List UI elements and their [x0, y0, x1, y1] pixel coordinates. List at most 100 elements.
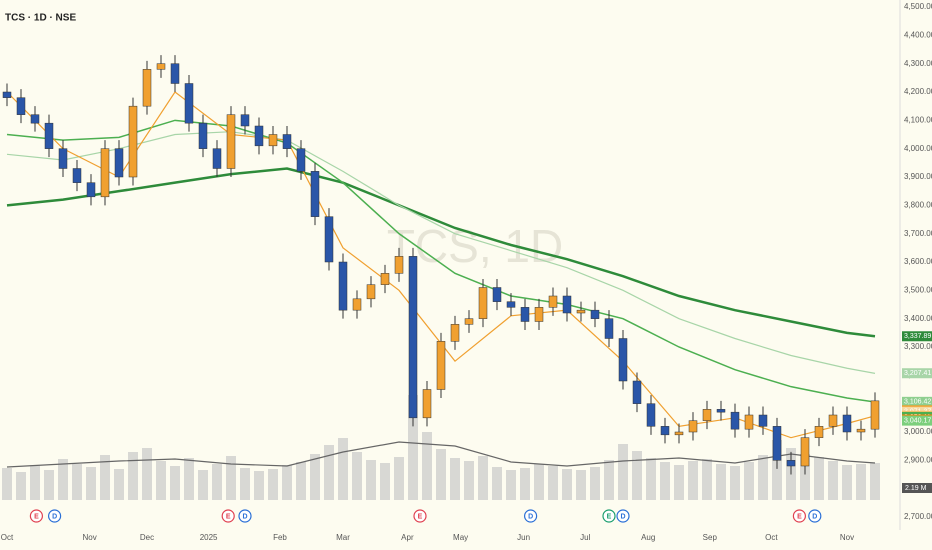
volume-bar: [436, 449, 446, 500]
y-tick-label: 4,500.00: [904, 2, 932, 11]
volume-bar: [338, 438, 348, 500]
candle-body: [184, 83, 194, 124]
price-label: 3,207.41: [904, 370, 931, 377]
x-tick-label: Apr: [401, 533, 414, 542]
candle-body: [58, 148, 68, 169]
y-tick-label: 3,600.00: [904, 257, 932, 266]
volume-bar: [142, 448, 152, 500]
event-marker: [47, 509, 62, 523]
volume-bar: [450, 458, 460, 500]
candle-body: [730, 411, 740, 430]
volume-bar: [618, 444, 628, 500]
event-label: D: [620, 513, 625, 520]
candle-body: [758, 414, 768, 427]
candle-body: [72, 168, 82, 183]
candle-body: [408, 256, 418, 419]
volume-bar: [562, 469, 572, 500]
x-tick-label: May: [453, 533, 468, 542]
volume-bar: [772, 440, 782, 500]
candle-body: [30, 114, 40, 124]
volume-bar: [716, 464, 726, 500]
volume-bar: [800, 454, 810, 500]
candle-body: [814, 426, 824, 438]
candle-body: [156, 63, 166, 70]
y-tick-label: 3,000.00: [904, 427, 932, 436]
volume-bar: [646, 458, 656, 500]
event-marker: [792, 509, 807, 523]
y-tick-label: 2,700.00: [904, 512, 932, 521]
event-marker: [238, 509, 252, 523]
price-label-box: [902, 415, 932, 426]
volume-bar: [212, 464, 222, 500]
volume-bar: [282, 465, 292, 500]
volume-bar: [548, 466, 558, 500]
price-label: 3,106.42: [904, 399, 931, 406]
candle-body: [296, 148, 306, 172]
candle-body: [464, 318, 474, 325]
volume-bar: [156, 461, 166, 500]
candle-body: [576, 309, 586, 314]
volume-bar: [492, 467, 502, 500]
candle-body: [674, 431, 684, 436]
candle-body: [16, 97, 26, 115]
volume-bar: [520, 468, 530, 500]
candle-body: [842, 414, 852, 433]
volume-bar: [870, 463, 880, 500]
volume-bar: [16, 472, 26, 500]
volume-bar: [814, 457, 824, 500]
event-label: E: [797, 513, 802, 520]
candle-body: [786, 460, 796, 467]
event-marker: [29, 509, 44, 523]
volume-bar: [506, 470, 516, 500]
candle-body: [352, 298, 362, 311]
volume-label: 2.19 M: [905, 485, 927, 492]
candle-body: [86, 182, 96, 198]
y-tick-label: 4,000.00: [904, 144, 932, 153]
candle-body: [604, 318, 614, 339]
candle-body: [212, 148, 222, 169]
candle-body: [828, 414, 838, 427]
event-label: E: [226, 513, 231, 520]
candle-body: [450, 324, 460, 342]
y-tick-label: 4,300.00: [904, 59, 932, 68]
event-marker: [523, 509, 538, 523]
x-tick-label: Feb: [273, 533, 287, 542]
volume-bar: [324, 445, 334, 500]
candle-body: [856, 428, 866, 433]
volume-bar: [408, 395, 418, 500]
candle-body: [324, 216, 334, 263]
y-tick-label: 3,500.00: [904, 285, 932, 294]
price-label-box: [902, 368, 932, 379]
candle-body: [310, 171, 320, 217]
event-marker: [602, 509, 616, 523]
event-marker: [616, 509, 630, 523]
x-tick-label: Aug: [641, 533, 655, 542]
volume-bar: [2, 468, 12, 500]
volume-bar: [30, 465, 40, 500]
x-tick-label: Jun: [517, 533, 530, 542]
candle-body: [380, 273, 390, 285]
volume-bar: [310, 454, 320, 500]
y-tick-label: 4,200.00: [904, 87, 932, 96]
y-tick-label: 4,100.00: [904, 115, 932, 124]
y-tick-label: 3,800.00: [904, 200, 932, 209]
x-tick-label: Nov: [840, 533, 854, 542]
event-label: E: [607, 513, 612, 520]
y-tick-label: 3,300.00: [904, 342, 932, 351]
volume-bar: [184, 458, 194, 500]
line-series: [6, 119, 876, 403]
volume-bar: [198, 470, 208, 500]
candle-body: [128, 105, 138, 178]
price-label-box: [902, 396, 932, 407]
x-tick-label: Sep: [703, 533, 718, 542]
candle-body: [702, 409, 712, 421]
volume-label-box: [902, 483, 932, 493]
candle-body: [800, 437, 810, 467]
line-series: [6, 441, 876, 468]
line-series: [6, 167, 876, 338]
volume-bar: [100, 455, 110, 500]
volume-bar: [842, 465, 852, 500]
volume-bar: [730, 466, 740, 500]
